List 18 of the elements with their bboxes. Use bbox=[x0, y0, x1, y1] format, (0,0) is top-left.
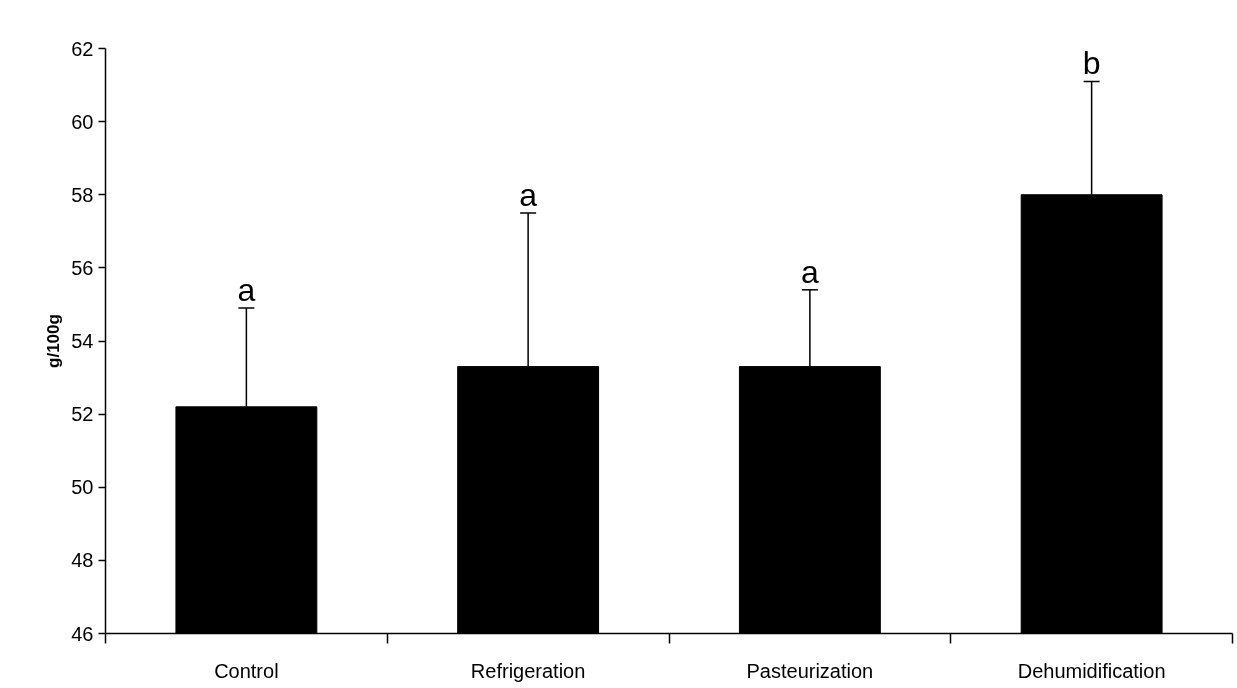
x-tick-label: Control bbox=[214, 659, 279, 682]
y-tick-label: 50 bbox=[71, 476, 94, 499]
y-tick-label: 52 bbox=[71, 403, 94, 426]
y-axis-title: g/100g bbox=[44, 314, 64, 368]
y-tick-label: 46 bbox=[71, 622, 94, 645]
annotation: a bbox=[237, 272, 256, 309]
y-tick-label: 54 bbox=[71, 330, 94, 352]
annotation: a bbox=[519, 177, 538, 214]
x-tick-label: Pasteurization bbox=[746, 659, 874, 682]
annotation: b bbox=[1082, 45, 1101, 82]
y-tick-label: 60 bbox=[71, 110, 94, 133]
x-tick-label: Refrigeration bbox=[470, 659, 586, 682]
x-tick-label: Dehumidification bbox=[1017, 659, 1166, 682]
y-tick-label: 62 bbox=[71, 37, 94, 60]
y-tick-label: 48 bbox=[71, 549, 94, 572]
y-tick-label: 58 bbox=[71, 183, 94, 206]
y-tick-label: 56 bbox=[71, 256, 94, 279]
annotation: a bbox=[800, 253, 819, 290]
